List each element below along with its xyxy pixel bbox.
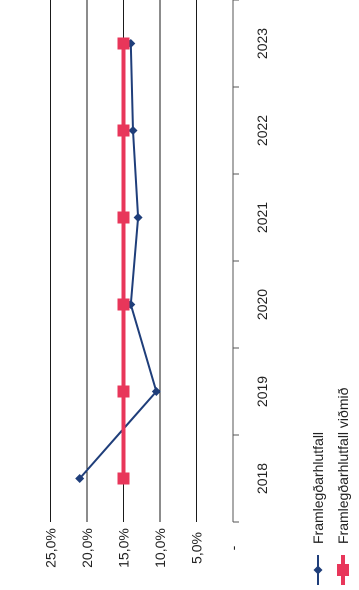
series-2 bbox=[117, 37, 130, 485]
category-label: 2018 bbox=[254, 463, 270, 494]
data-point bbox=[151, 387, 161, 396]
series-line bbox=[78, 43, 158, 480]
value-tick-label: 15,0% bbox=[116, 528, 132, 568]
value-tick-label: 5,0% bbox=[189, 532, 205, 564]
category-label: 2019 bbox=[254, 376, 270, 407]
value-tick-label: 10,0% bbox=[152, 528, 168, 568]
value-tick-label: 20,0% bbox=[79, 528, 95, 568]
value-tick-label: - bbox=[225, 545, 241, 550]
data-point bbox=[133, 213, 143, 222]
data-point bbox=[128, 126, 138, 135]
legend-marker bbox=[313, 565, 323, 575]
data-point bbox=[117, 37, 130, 50]
category-label: 2021 bbox=[254, 202, 270, 233]
series-1 bbox=[75, 39, 161, 483]
legend-label: Framlegðarhlutfall viðmið bbox=[335, 387, 351, 544]
value-tick-label: 25,0% bbox=[43, 528, 59, 568]
legend-label: Framlegðarhlutfall bbox=[310, 432, 326, 544]
legend-marker bbox=[337, 564, 349, 576]
legend-item: Framlegðarhlutfall viðmið bbox=[335, 387, 351, 585]
category-axis-ticks bbox=[233, 0, 239, 523]
category-label: 2020 bbox=[254, 289, 270, 320]
data-point bbox=[117, 385, 130, 398]
category-label: 2022 bbox=[254, 115, 270, 146]
data-point bbox=[117, 211, 130, 224]
data-point bbox=[75, 474, 85, 483]
data-point bbox=[117, 298, 130, 311]
series-layer bbox=[75, 37, 161, 485]
data-point bbox=[117, 124, 130, 137]
legend: Framlegðarhlutfall Framlegðarhlutfall við… bbox=[310, 387, 351, 585]
category-axis-labels: 2018 2019 2020 2021 2022 2023 bbox=[254, 28, 270, 494]
value-axis-labels: - 5,0% 10,0% 15,0% 20,0% 25,0% bbox=[43, 528, 242, 568]
data-point bbox=[117, 472, 130, 485]
legend-item: Framlegðarhlutfall bbox=[310, 432, 326, 585]
category-label: 2023 bbox=[254, 28, 270, 59]
